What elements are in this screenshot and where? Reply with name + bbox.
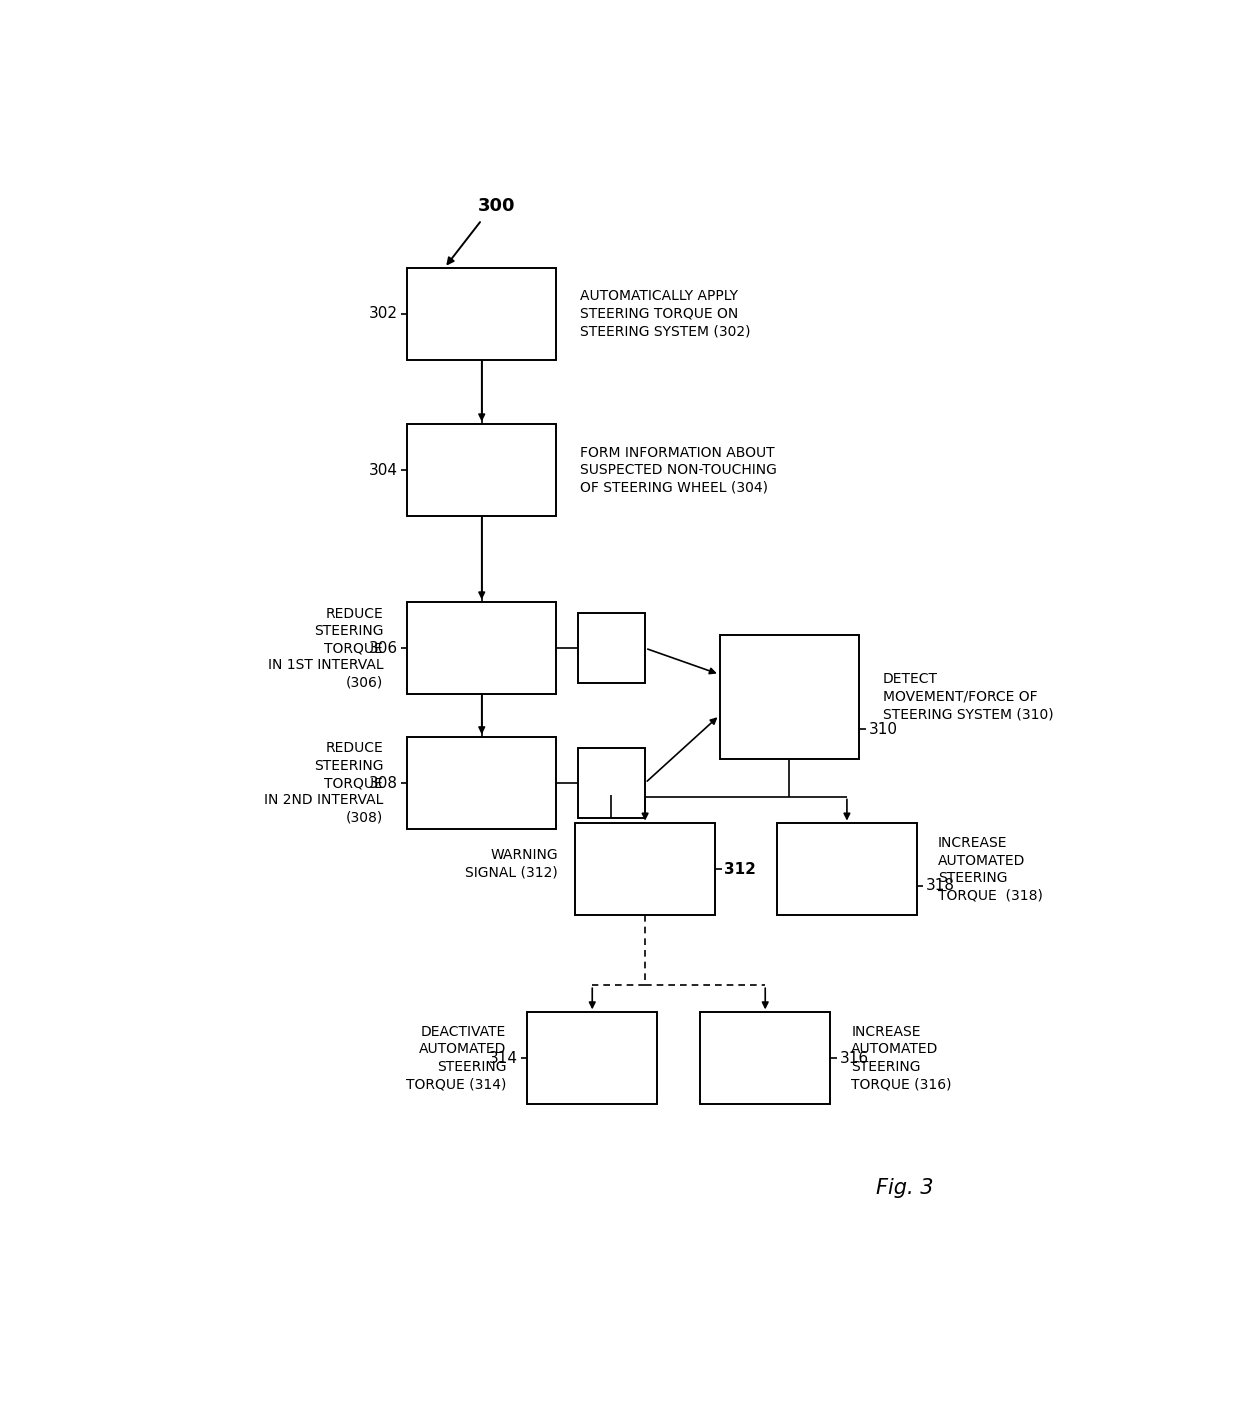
Bar bbox=[407, 268, 557, 360]
Text: 306: 306 bbox=[368, 640, 398, 656]
Text: 318: 318 bbox=[926, 878, 955, 892]
Text: 310: 310 bbox=[868, 722, 898, 737]
Text: 316: 316 bbox=[839, 1051, 869, 1066]
Bar bbox=[701, 1013, 830, 1104]
Text: 304: 304 bbox=[368, 462, 398, 478]
Bar bbox=[527, 1013, 657, 1104]
Text: WARNING
SIGNAL (312): WARNING SIGNAL (312) bbox=[465, 848, 558, 880]
Text: INCREASE
AUTOMATED
STEERING
TORQUE (316): INCREASE AUTOMATED STEERING TORQUE (316) bbox=[851, 1026, 952, 1091]
Text: Fig. 3: Fig. 3 bbox=[875, 1178, 934, 1198]
Bar bbox=[575, 824, 714, 915]
Bar bbox=[777, 824, 916, 915]
Text: AUTOMATICALLY APPLY
STEERING TORQUE ON
STEERING SYSTEM (302): AUTOMATICALLY APPLY STEERING TORQUE ON S… bbox=[580, 290, 750, 338]
Text: DEACTIVATE
AUTOMATED
STEERING
TORQUE (314): DEACTIVATE AUTOMATED STEERING TORQUE (31… bbox=[405, 1026, 506, 1091]
Text: 300: 300 bbox=[477, 198, 515, 214]
Text: 312: 312 bbox=[724, 862, 756, 877]
Bar bbox=[407, 425, 557, 516]
Text: 314: 314 bbox=[489, 1051, 518, 1066]
Text: 308: 308 bbox=[368, 776, 398, 790]
Bar bbox=[578, 614, 645, 684]
Text: REDUCE
STEERING
TORQUE
IN 2ND INTERVAL
(308): REDUCE STEERING TORQUE IN 2ND INTERVAL (… bbox=[264, 741, 383, 825]
Text: REDUCE
STEERING
TORQUE
IN 1ST INTERVAL
(306): REDUCE STEERING TORQUE IN 1ST INTERVAL (… bbox=[268, 607, 383, 689]
Text: DETECT
MOVEMENT/FORCE OF
STEERING SYSTEM (310): DETECT MOVEMENT/FORCE OF STEERING SYSTEM… bbox=[883, 672, 1054, 722]
Text: 302: 302 bbox=[368, 307, 398, 321]
Text: INCREASE
AUTOMATED
STEERING
TORQUE  (318): INCREASE AUTOMATED STEERING TORQUE (318) bbox=[937, 836, 1043, 902]
Bar bbox=[719, 635, 859, 759]
Bar bbox=[407, 737, 557, 829]
Bar bbox=[578, 748, 645, 818]
Bar bbox=[407, 602, 557, 693]
Text: FORM INFORMATION ABOUT
SUSPECTED NON-TOUCHING
OF STEERING WHEEL (304): FORM INFORMATION ABOUT SUSPECTED NON-TOU… bbox=[580, 446, 777, 495]
